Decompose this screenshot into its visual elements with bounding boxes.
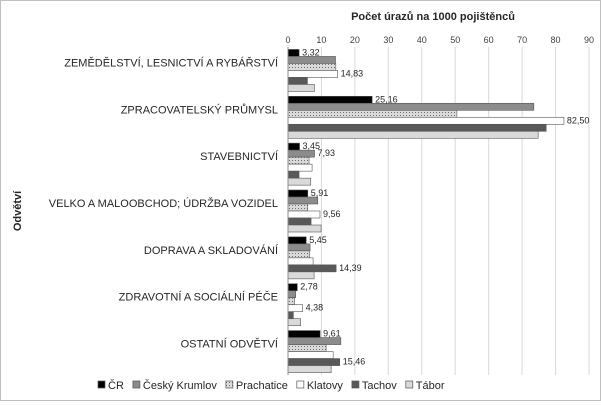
bar: [287, 170, 300, 179]
y-axis-label: Odvětví: [12, 190, 24, 231]
bar: [287, 217, 312, 226]
legend-entry: Tachov: [362, 380, 397, 392]
data-label: 9,56: [323, 209, 341, 219]
x-tick-label: 90: [584, 35, 594, 45]
legend-swatch: [225, 380, 234, 389]
data-label: 82,50: [567, 115, 590, 125]
category-label: ZDRAVOTNÍ A SOCIÁLNÍ PÉČE: [119, 291, 278, 304]
category-label: STAVEBNICTVÍ: [200, 150, 279, 163]
bar: [287, 123, 547, 132]
data-label: 15,46: [343, 357, 366, 367]
bar: [287, 297, 295, 306]
data-label: 3,45: [303, 141, 321, 151]
x-tick-label: 30: [383, 35, 393, 45]
bar: [287, 56, 336, 64]
bar: [287, 344, 327, 352]
legend-swatch: [405, 380, 414, 389]
category-label: DOPRAVA A SKLADOVÁNÍ: [144, 244, 279, 257]
bar: [287, 189, 309, 198]
bar: [287, 358, 341, 366]
data-label: 14,83: [341, 68, 364, 78]
chart-legend: ČR Český Krumlov Prachatice Klatovy Tachov Tá…: [97, 379, 445, 392]
bar: [287, 177, 312, 186]
data-label: 9,61: [323, 329, 341, 339]
bar: [287, 290, 296, 299]
x-tick-label: 20: [350, 35, 360, 45]
bar: [287, 116, 565, 125]
legend-swatch: [296, 380, 305, 389]
x-tick-label: 50: [450, 35, 460, 45]
bar: [287, 102, 535, 111]
bar: [287, 243, 311, 252]
bar: [287, 77, 308, 85]
bar: [287, 224, 322, 233]
category-label: VELKO A MALOOBCHOD; ÚDRŽBA VOZIDEL: [49, 197, 278, 210]
data-label: 7,93: [318, 148, 336, 158]
x-tick-label: 60: [484, 35, 494, 45]
data-label: 5,45: [309, 235, 327, 245]
bar-series: [287, 47, 565, 375]
bar: [287, 63, 337, 71]
bar: [287, 84, 315, 92]
bar: [287, 49, 300, 57]
bar: [287, 142, 300, 151]
legend-entry: Český Krumlov: [143, 379, 217, 392]
legend-swatch: [132, 380, 141, 389]
data-label: 25,16: [375, 94, 398, 104]
bar: [287, 304, 303, 313]
category-label: ZPRACOVATELSKÝ PRŮMYSL: [121, 103, 278, 116]
bar: [287, 330, 321, 338]
bar: [287, 109, 458, 118]
bar: [287, 130, 539, 139]
bar: [287, 283, 298, 292]
bar: [287, 203, 309, 212]
x-tick-label: 80: [551, 35, 561, 45]
legend-swatch: [97, 380, 106, 389]
x-tick-label: 10: [316, 35, 326, 45]
bar: [287, 70, 338, 78]
bar: [287, 250, 311, 259]
x-axis-ticks: 0 10 20 30 40 50 60 70 80 90: [285, 35, 594, 45]
bar: [287, 163, 313, 172]
data-label: 4,38: [306, 303, 324, 313]
bar: [287, 351, 334, 359]
bar: [287, 337, 342, 345]
category-label: OSTATNÍ ODVĚTVÍ: [181, 338, 279, 351]
bar: [287, 196, 319, 205]
legend-swatch: [351, 380, 360, 389]
bar: [287, 210, 321, 219]
bar: [287, 236, 307, 245]
category-labels: ZEMĚDĚLSTVÍ, LESNICTVÍ A RYBÁŘSTVÍ ZPRACO…: [49, 56, 279, 350]
bar: [287, 95, 373, 104]
bar: [287, 365, 332, 373]
data-label: 3,32: [302, 47, 320, 57]
data-label: 5,91: [311, 188, 329, 198]
legend-entry: Tábor: [416, 380, 445, 392]
bar: [287, 149, 315, 158]
legend-entry: Klatovy: [307, 380, 344, 392]
x-tick-label: 70: [517, 35, 527, 45]
chart-title: Počet úrazů na 1000 pojištěnců: [351, 11, 515, 23]
data-label: 14,39: [339, 263, 362, 273]
legend-entry: ČR: [108, 379, 124, 392]
bar: [287, 156, 310, 165]
legend-entry: Prachatice: [236, 380, 288, 392]
x-tick-label: 40: [417, 35, 427, 45]
bar: [287, 264, 337, 273]
x-tick-label: 0: [285, 35, 290, 45]
bar: [287, 318, 302, 327]
bar: [287, 311, 294, 320]
bar: [287, 271, 315, 280]
data-label: 2,78: [300, 282, 318, 292]
bar: [287, 257, 314, 266]
data-labels: 3,32 14,83 25,16 82,50 3,457,93 5,91 9,56 5,45 1…: [300, 47, 589, 366]
category-label: ZEMĚDĚLSTVÍ, LESNICTVÍ A RYBÁŘSTVÍ: [64, 56, 279, 69]
